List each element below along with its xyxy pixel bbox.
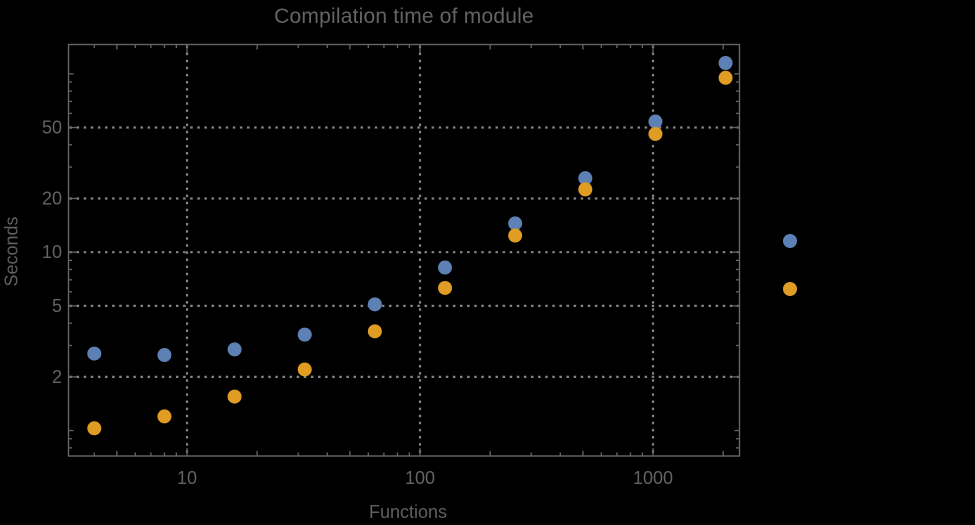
- legend-marker-blue: [783, 234, 797, 248]
- data-point-series-blue-x2048: [718, 55, 733, 70]
- data-point-series-orange-x2048: [718, 70, 733, 85]
- plot-frame: [67, 43, 741, 457]
- data-point-series-orange-x4: [87, 421, 102, 436]
- data-point-series-orange-x64: [367, 324, 382, 339]
- y-tick-label-5: 5: [52, 296, 62, 316]
- data-point-series-orange-x128: [438, 280, 453, 295]
- data-point-series-blue-x1024: [648, 114, 663, 129]
- y-tick-label-50: 50: [42, 118, 62, 138]
- x-axis-label: Functions: [368, 502, 448, 522]
- data-point-series-blue-x16: [227, 342, 242, 357]
- data-point-series-blue-x4: [87, 346, 102, 361]
- data-point-series-blue-x256: [508, 216, 523, 231]
- x-tick-label-10: 10: [177, 468, 197, 488]
- y-tick-label-2: 2: [52, 367, 62, 387]
- data-point-series-blue-x8: [157, 348, 172, 363]
- data-point-series-blue-x64: [367, 297, 382, 312]
- x-tick-label-100: 100: [405, 468, 435, 488]
- data-point-series-orange-x32: [297, 362, 312, 377]
- data-point-series-blue-x128: [438, 260, 453, 275]
- data-point-series-orange-x1024: [648, 126, 663, 141]
- data-point-series-orange-x16: [227, 389, 242, 404]
- data-point-series-orange-x512: [578, 182, 593, 197]
- chart-title: Compilation time of module: [274, 5, 534, 28]
- data-point-series-orange-x256: [508, 228, 523, 243]
- x-tick-label-1000: 1000: [633, 468, 673, 488]
- y-tick-label-10: 10: [42, 242, 62, 262]
- legend-marker-orange: [783, 282, 797, 296]
- data-point-series-blue-x512: [578, 171, 593, 186]
- data-point-series-orange-x8: [157, 409, 172, 424]
- data-point-series-blue-x32: [297, 327, 312, 342]
- y-tick-label-20: 20: [42, 188, 62, 208]
